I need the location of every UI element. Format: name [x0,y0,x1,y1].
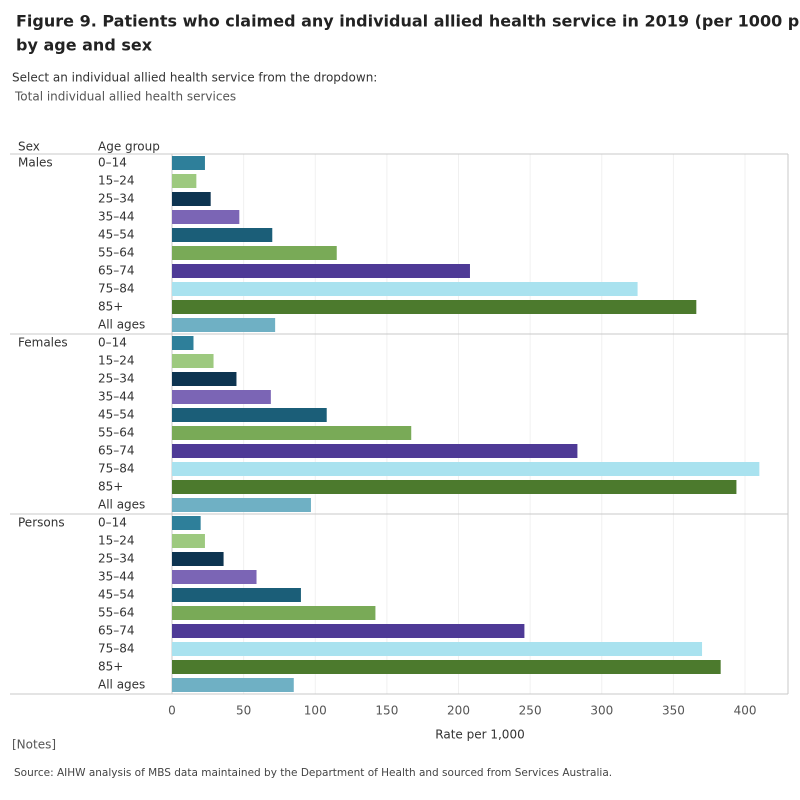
bar [172,210,240,224]
x-tick-label: 50 [236,704,251,718]
bar [172,516,201,530]
bar [172,264,470,278]
age-label: 75–84 [98,642,135,656]
age-label: 55–64 [98,426,135,440]
age-label: 15–24 [98,534,135,548]
bar [172,300,697,314]
bar [172,678,294,692]
age-label: 85+ [98,300,123,314]
age-label: 55–64 [98,246,135,260]
age-label: 75–84 [98,462,135,476]
age-label: 45–54 [98,228,135,242]
age-label: 0–14 [98,336,127,350]
age-label: 25–34 [98,192,135,206]
x-tick-label: 150 [375,704,398,718]
bar [172,390,271,404]
bar [172,570,257,584]
dropdown-label: Select an individual allied health servi… [12,71,377,85]
column-header: Sex [18,140,40,154]
age-label: 25–34 [98,552,135,566]
age-label: 75–84 [98,282,135,296]
bar [172,156,205,170]
bar [172,606,376,620]
x-tick-label: 0 [168,704,176,718]
x-tick-label: 350 [662,704,685,718]
age-label: 0–14 [98,516,127,530]
bar [172,534,205,548]
bar [172,246,337,260]
dropdown-value[interactable]: Total individual allied health services [14,90,236,104]
sex-label: Females [18,336,68,350]
x-tick-label: 400 [734,704,757,718]
age-label: 55–64 [98,606,135,620]
bar [172,462,760,476]
bar [172,552,224,566]
age-label: 65–74 [98,624,135,638]
x-tick-label: 250 [519,704,542,718]
bar [172,318,276,332]
age-label: 35–44 [98,390,135,404]
column-header: Age group [98,140,160,154]
age-label: 85+ [98,660,123,674]
notes-link[interactable]: [Notes] [12,738,56,752]
x-tick-label: 200 [447,704,470,718]
bar [172,498,311,512]
bar [172,192,211,206]
bar [172,372,237,386]
x-tick-label: 300 [590,704,613,718]
bar [172,426,412,440]
age-label: 15–24 [98,354,135,368]
age-label: 85+ [98,480,123,494]
age-label: All ages [98,318,145,332]
bar [172,444,578,458]
age-label: 15–24 [98,174,135,188]
bar [172,174,197,188]
bar [172,660,721,674]
source: Source: AIHW analysis of MBS data mainta… [14,767,612,779]
bar [172,408,327,422]
age-label: 35–44 [98,570,135,584]
age-label: 45–54 [98,588,135,602]
x-axis-title: Rate per 1,000 [435,728,524,742]
bar [172,336,194,350]
bar [172,624,525,638]
bar [172,228,273,242]
age-label: All ages [98,678,145,692]
age-label: 65–74 [98,264,135,278]
chart-title: Figure 9. Patients who claimed any indiv… [16,12,800,31]
bar [172,480,737,494]
age-label: 65–74 [98,444,135,458]
age-label: All ages [98,498,145,512]
sex-label: Males [18,156,53,170]
age-label: 25–34 [98,372,135,386]
x-tick-label: 100 [304,704,327,718]
age-label: 0–14 [98,156,127,170]
age-label: 35–44 [98,210,135,224]
bar [172,282,638,296]
bar [172,642,703,656]
sex-label: Persons [18,516,65,530]
bar [172,354,214,368]
chart-title: by age and sex [16,36,153,55]
age-label: 45–54 [98,408,135,422]
bar [172,588,301,602]
